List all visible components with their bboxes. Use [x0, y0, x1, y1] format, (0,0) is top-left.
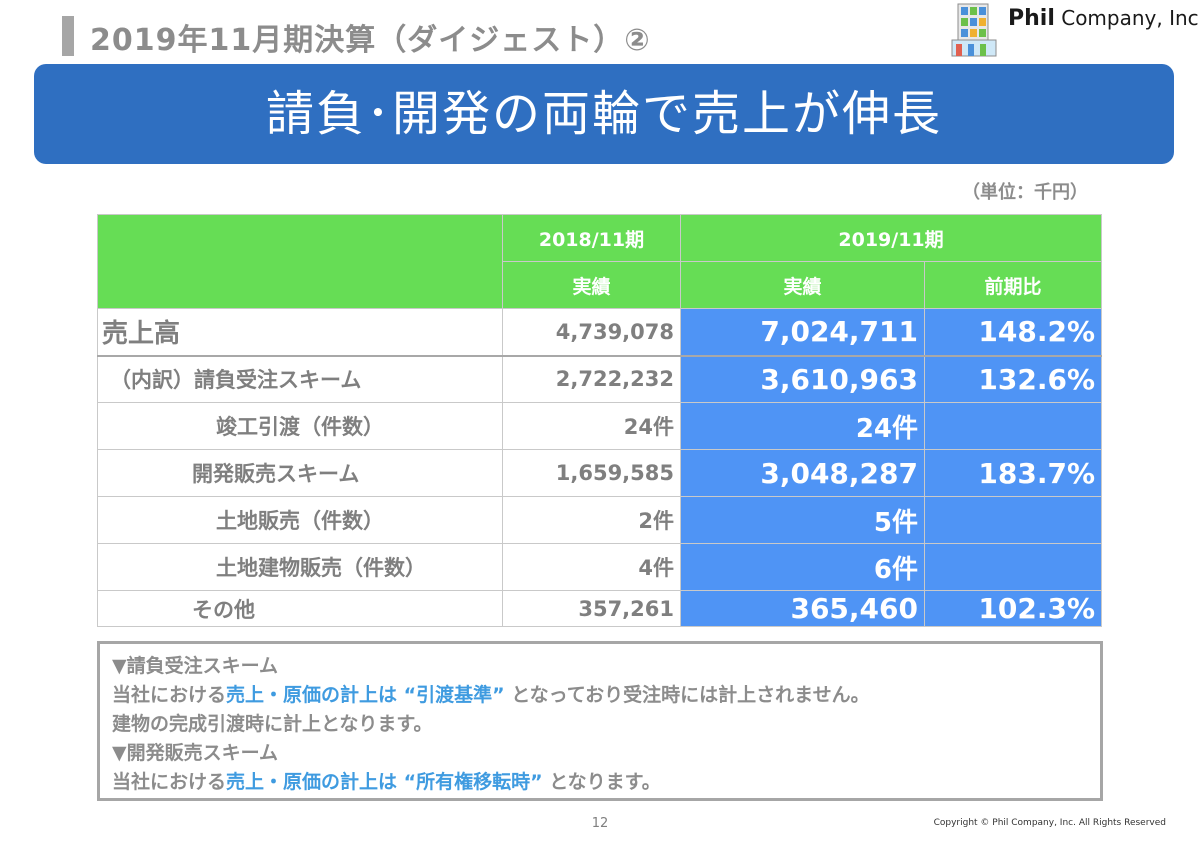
- row-label: その他: [97, 590, 503, 627]
- cur-value: 24件: [680, 402, 925, 450]
- row-label: 土地販売（件数）: [97, 496, 503, 544]
- building-logo-icon: [951, 3, 997, 57]
- note-heading-development: ▼開発販売スキーム: [112, 742, 279, 764]
- row-label: 土地建物販売（件数）: [97, 543, 503, 591]
- row-label: 竣工引渡（件数）: [97, 402, 503, 450]
- table-row: 土地販売（件数） 2件 5件: [97, 496, 1103, 544]
- subheader-yoy-ratio: 前期比: [923, 261, 1103, 309]
- table-row: （内訳）請負受注スキーム 2,722,232 3,610,963 132.6%: [97, 354, 1103, 403]
- cur-value: 3,610,963: [680, 354, 925, 403]
- subheader-prev-actual: 実績: [502, 261, 681, 309]
- header-cur-period: 2019/11期: [679, 214, 1103, 262]
- table-row: 売上高 4,739,078 7,024,711 148.2%: [97, 308, 1103, 356]
- table-row: 土地建物販売（件数） 4件 6件: [97, 543, 1103, 591]
- ratio-value: 132.6%: [923, 354, 1103, 403]
- row-label: （内訳）請負受注スキーム: [97, 354, 503, 403]
- cur-value: 7,024,711: [680, 308, 925, 356]
- prev-value: 2件: [502, 496, 681, 544]
- note-highlight: 売上・原価の計上は “引渡基準”: [226, 684, 505, 706]
- subheader-cur-actual: 実績: [680, 261, 925, 309]
- note-line: 当社における売上・原価の計上は “引渡基準” となっており受注時には計上されませ…: [112, 684, 870, 706]
- note-heading-contract: ▼請負受注スキーム: [112, 655, 279, 677]
- title-accent-bar: [62, 16, 74, 56]
- cur-value: 6件: [680, 543, 925, 591]
- copyright-text: Copyright © Phil Company, Inc. All Right…: [933, 818, 1166, 828]
- ratio-value: 148.2%: [923, 308, 1103, 356]
- note-line: 当社における売上・原価の計上は “所有権移転時” となります。: [112, 771, 661, 793]
- ratio-value: [923, 543, 1103, 591]
- prev-value: 1,659,585: [502, 449, 681, 497]
- cur-value: 365,460: [680, 590, 925, 627]
- row-label: 売上高: [97, 308, 503, 356]
- ratio-value: 183.7%: [923, 449, 1103, 497]
- header-prev-period: 2018/11期: [502, 214, 681, 262]
- table-header-row: 2018/11期 2019/11期: [97, 214, 1103, 309]
- page-number: 12: [591, 816, 609, 831]
- row-label: 開発販売スキーム: [97, 449, 503, 497]
- prev-value: 357,261: [502, 590, 681, 627]
- cur-value: 5件: [680, 496, 925, 544]
- ratio-value: 102.3%: [923, 590, 1103, 627]
- cur-value: 3,048,287: [680, 449, 925, 497]
- prev-value: 24件: [502, 402, 681, 450]
- page-title: 2019年11月期決算（ダイジェスト）②: [90, 23, 651, 58]
- note-highlight: 売上・原価の計上は “所有権移転時”: [226, 771, 543, 793]
- ratio-value: [923, 496, 1103, 544]
- company-logo: Phil Company, Inc.: [948, 0, 1200, 62]
- prev-value: 4件: [502, 543, 681, 591]
- prev-value: 4,739,078: [502, 308, 681, 356]
- results-table: 2018/11期 2019/11期 実績 実績 前期比 売上高 4,739,07…: [97, 214, 1103, 627]
- headline-text: 請負･開発の両輪で売上が伸長: [265, 86, 942, 142]
- headline-banner: 請負･開発の両輪で売上が伸長: [34, 64, 1174, 164]
- table-row: 開発販売スキーム 1,659,585 3,048,287 183.7%: [97, 449, 1103, 497]
- table-row: 竣工引渡（件数） 24件 24件: [97, 402, 1103, 450]
- table-row: その他 357,261 365,460 102.3%: [97, 590, 1103, 627]
- ratio-value: [923, 402, 1103, 450]
- unit-label: （単位：千円）: [962, 182, 1088, 203]
- header-blank-cell: [97, 214, 503, 309]
- notes-box: ▼請負受注スキーム 当社における売上・原価の計上は “引渡基準” となっており受…: [97, 641, 1103, 801]
- prev-value: 2,722,232: [502, 354, 681, 403]
- note-line: 建物の完成引渡時に計上となります。: [112, 713, 433, 735]
- logo-wordmark: Phil Company, Inc.: [1008, 6, 1200, 31]
